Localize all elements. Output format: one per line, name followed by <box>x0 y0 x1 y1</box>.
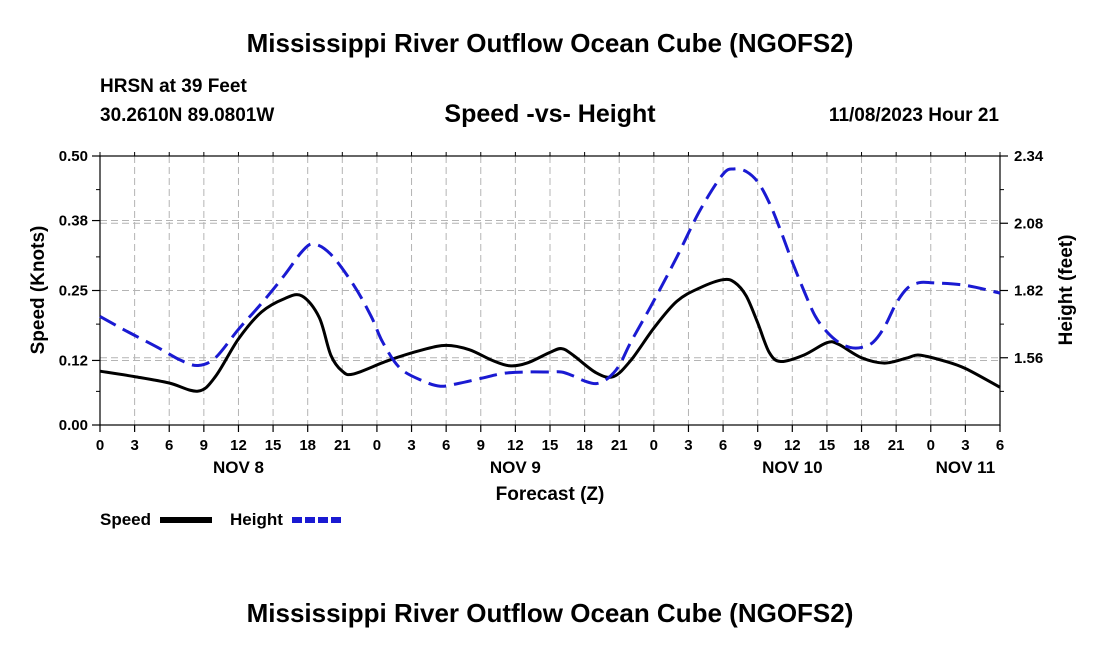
y2-tick-label: 2.08 <box>1014 215 1043 232</box>
coordinates-label: 30.2610N 89.0801W <box>100 105 275 126</box>
x-tick-label: 0 <box>373 437 381 454</box>
x-tick-label: 3 <box>407 437 415 454</box>
legend-label-speed: Speed <box>100 510 151 529</box>
x-tick-label: 6 <box>442 437 450 454</box>
chart-subtitle: Speed -vs- Height <box>444 100 656 128</box>
x-tick-label: 3 <box>961 437 969 454</box>
y2-axis-label: Height (feet) <box>1056 235 1077 346</box>
x-tick-label: 12 <box>230 437 247 454</box>
x-tick-label: 9 <box>200 437 208 454</box>
x-tick-label: 9 <box>477 437 485 454</box>
x-tick-label: 6 <box>165 437 173 454</box>
x-tick-label: 9 <box>754 437 762 454</box>
y-tick-label: 0.00 <box>59 417 88 434</box>
x-tick-label: 6 <box>719 437 727 454</box>
y-tick-label: 0.38 <box>59 213 88 230</box>
axes: 0 3 6 9 12 15 18 21 0 3 6 9 12 15 18 21 0 3 6 9 12 15 18 21 0 3 6N… <box>59 148 1044 477</box>
series-line-speed <box>99 277 1001 393</box>
x-tick-label: 6 <box>996 437 1004 454</box>
x-tick-label: 21 <box>334 437 351 454</box>
x-tick-label: 15 <box>265 437 282 454</box>
x-tick-label: 3 <box>684 437 692 454</box>
x-day-label: NOV 8 <box>213 458 264 477</box>
x-tick-label: 18 <box>299 437 316 454</box>
x-tick-label: 18 <box>576 437 593 454</box>
x-tick-label: 3 <box>130 437 138 454</box>
y2-tick-label: 1.82 <box>1014 283 1043 300</box>
legend: Speed Height <box>100 510 342 529</box>
x-axis-label: Forecast (Z) <box>496 484 605 505</box>
x-day-label: NOV 9 <box>490 458 541 477</box>
x-tick-label: 21 <box>888 437 905 454</box>
y2-tick-label: 1.56 <box>1014 350 1043 367</box>
y-axis-label: Speed (Knots) <box>28 226 49 355</box>
x-tick-label: 12 <box>507 437 524 454</box>
x-day-label: NOV 11 <box>936 458 996 477</box>
x-tick-label: 0 <box>96 437 104 454</box>
grid-lines <box>100 155 1000 425</box>
y2-tick-label: 2.34 <box>1014 148 1044 165</box>
x-tick-label: 0 <box>650 437 658 454</box>
legend-label-height: Height <box>230 510 283 529</box>
x-tick-label: 12 <box>784 437 801 454</box>
y-tick-label: 0.25 <box>59 283 88 300</box>
x-tick-label: 21 <box>611 437 628 454</box>
series-line-height <box>99 167 1001 388</box>
x-day-label: NOV 10 <box>762 458 822 477</box>
footer-title: Mississippi River Outflow Ocean Cube (NG… <box>246 598 854 628</box>
x-tick-label: 15 <box>819 437 836 454</box>
series-lines <box>99 167 1001 393</box>
y-tick-label: 0.50 <box>59 148 88 165</box>
y-tick-label: 0.12 <box>59 352 88 369</box>
chart-title: Mississippi River Outflow Ocean Cube (NG… <box>246 28 854 58</box>
station-label: HRSN at 39 Feet <box>100 76 247 97</box>
x-tick-label: 15 <box>542 437 559 454</box>
forecast-datetime: 11/08/2023 Hour 21 <box>828 105 999 126</box>
x-tick-label: 0 <box>927 437 935 454</box>
x-tick-label: 18 <box>853 437 870 454</box>
